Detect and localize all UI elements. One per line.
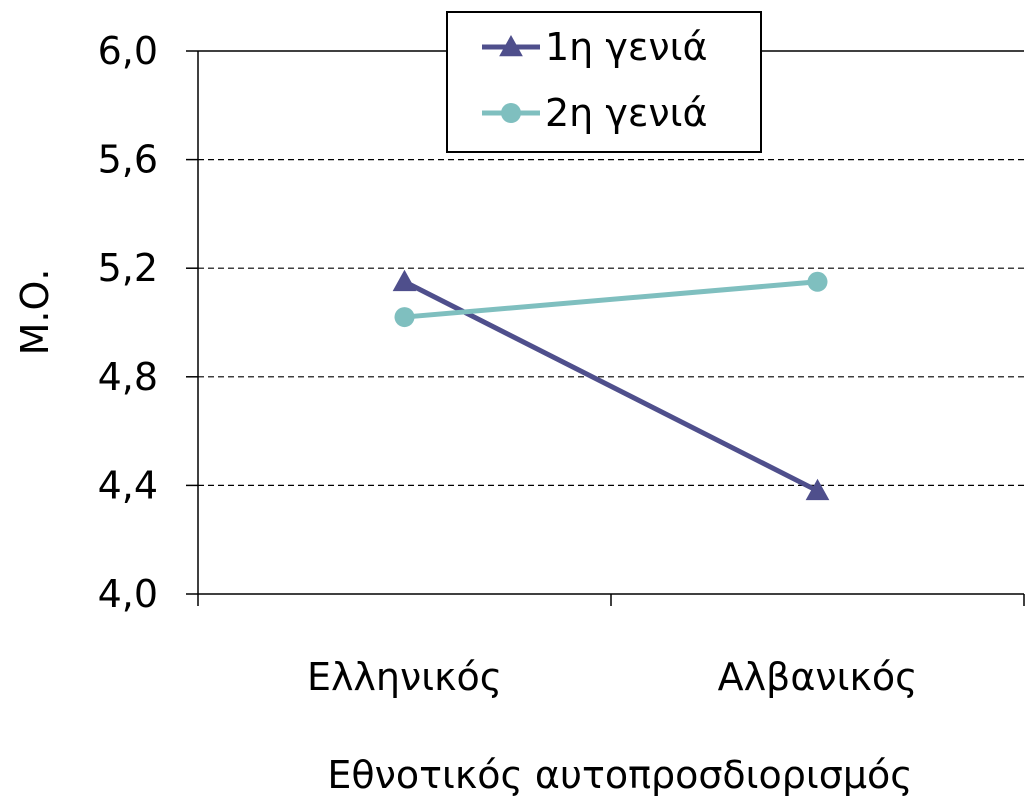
y-tick-label: 5,6 <box>98 138 158 182</box>
x-axis-title: Εθνοτικός αυτοπροσδιορισμός <box>327 753 912 797</box>
legend-label: 2η γενιά <box>545 91 708 135</box>
data-point <box>394 307 415 328</box>
series <box>392 269 830 501</box>
legend-item: 2η γενιά <box>482 91 708 135</box>
series-line <box>403 279 819 494</box>
x-tick-labels: Ελληνικός Αλβανικός <box>307 655 917 699</box>
series <box>394 271 828 328</box>
legend-box <box>446 11 762 153</box>
y-tick-label: 5,2 <box>98 246 158 290</box>
series-line <box>404 279 818 320</box>
series-group <box>392 269 830 501</box>
axes <box>186 50 1025 606</box>
x-tick-label: Αλβανικός <box>718 655 918 699</box>
y-tick-label: 4,4 <box>98 463 158 507</box>
legend-marker <box>501 103 521 123</box>
x-tick-label: Ελληνικός <box>307 655 502 699</box>
y-axis-title: Μ.Ο. <box>13 269 57 356</box>
legend-label: 1η γενιά <box>545 25 708 69</box>
data-point <box>807 271 828 292</box>
y-tick-label: 6,0 <box>98 29 158 73</box>
legend-item: 1η γενιά <box>482 25 708 69</box>
data-point <box>392 269 417 292</box>
y-tick-label: 4,0 <box>98 572 158 616</box>
y-tick-label: 4,8 <box>98 355 158 399</box>
legend: 1η γενιά 2η γενιά <box>446 11 762 153</box>
legend-marker <box>499 34 523 57</box>
data-point <box>805 478 830 501</box>
y-tick-labels: 4,0 4,4 4,8 5,2 5,6 6,0 <box>98 29 158 616</box>
